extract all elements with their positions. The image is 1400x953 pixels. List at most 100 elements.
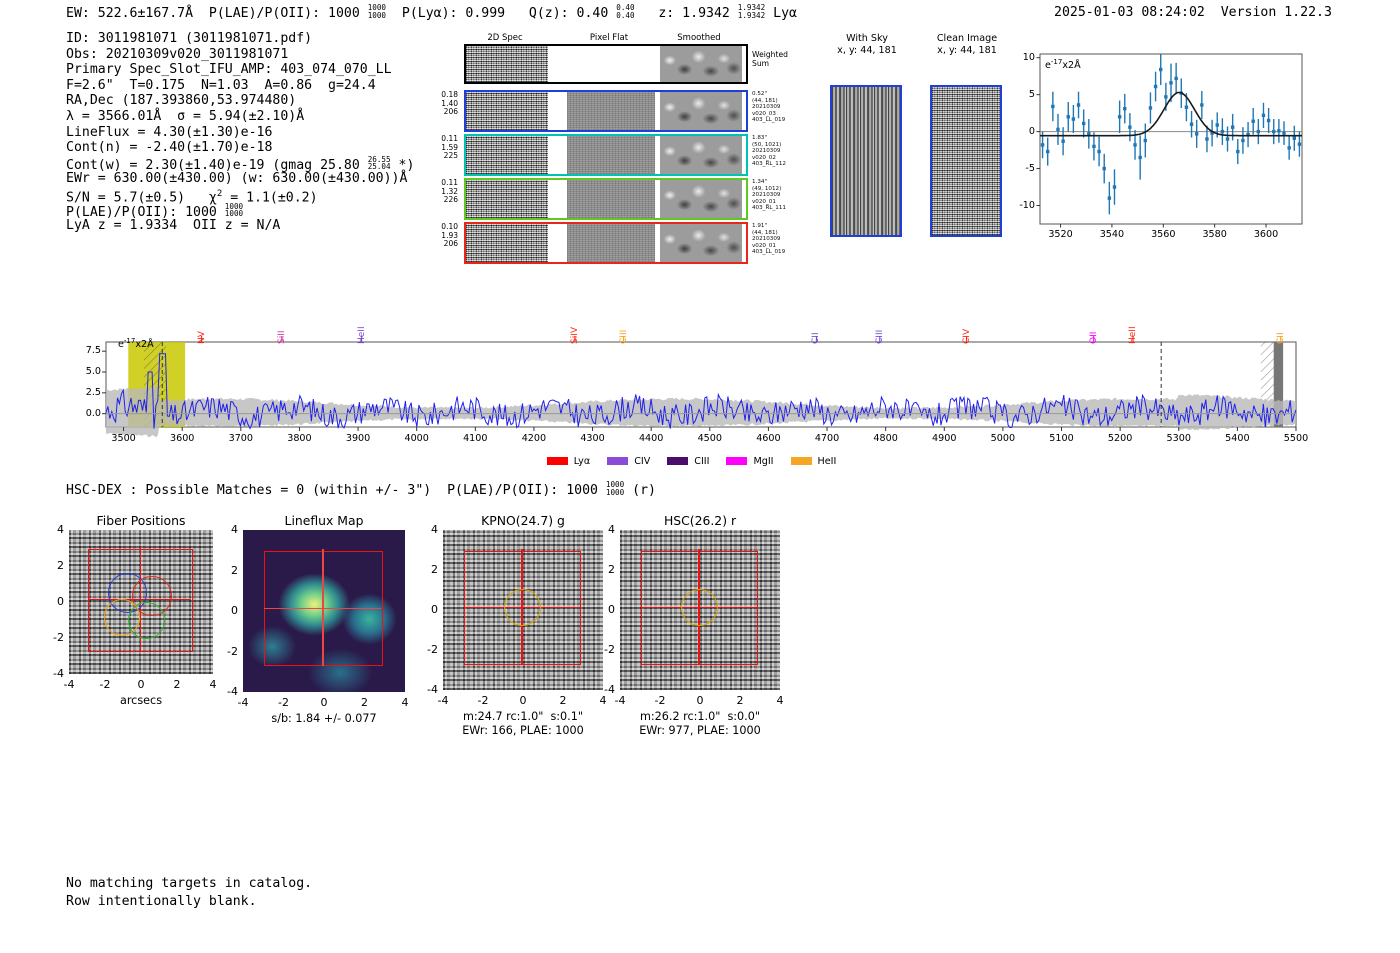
emission-line-label: OII [1088,331,1099,344]
fiber-image-pixel-flat [567,180,655,218]
full-spectrum-ytick: 0.0 [85,407,101,419]
fiber-image-smoothed [660,180,742,218]
cutout-ytick: -4 [427,683,438,696]
data-point [1292,125,1296,151]
info-line: Obs: 20210309v020_3011981071 [66,46,289,62]
cutout-xtick: 2 [361,696,368,709]
cutout-xtick: 0 [519,694,527,707]
legend-label: HeII [817,455,837,467]
emission-line-label: CIII [874,329,885,344]
zoom-plot-xtick: 3580 [1202,229,1227,240]
data-point [1143,123,1148,158]
data-point [1087,119,1091,149]
summary-header: EW: 522.6±167.7Å P(LAE)/P(OII): 1000 100… [66,3,797,22]
emission-line-label: CII [811,332,822,344]
cutout-title: Fiber Positions [96,513,186,528]
info-line-sn: S/N = 5.7(±0.5) χ2 = 1.1(±0.2) [66,188,318,206]
cutout-ytick: 0 [57,595,64,608]
full-spectrum-xtick: 5400 [1225,433,1250,444]
cutout-xtick: -4 [237,696,249,709]
zoom-plot-svg [1036,53,1303,228]
cutout-caption: s/b: 1.84 +/- 0.077 [271,712,377,725]
fiber-row [464,134,748,176]
cutout-xtick: 4 [599,694,607,707]
fraction-annotation: 1000 1000 [605,480,625,497]
cutout-ytick: 2 [57,559,64,572]
weighted-sum-label: Weighted Sum [752,50,788,68]
legend-entry: CIII [667,456,709,467]
full-spectrum-xtick: 3700 [228,433,254,444]
sky-cutout-title: Clean Image x, y: 44, 181 [936,33,998,56]
cutout-xtick: -2 [654,694,666,707]
cutout-xtick: 2 [736,694,744,707]
full-spectrum-xtick: 4000 [404,433,429,444]
fiber-stats-left: 0.11 1.59 225 [441,134,458,161]
legend-label: CIII [694,455,710,467]
legend-swatch [546,457,568,465]
fiber-image-2d-spec [466,136,548,174]
data-point [1225,126,1230,152]
legend-swatch [790,457,812,465]
full-spectrum-xtick: 5100 [1049,433,1074,444]
full-spectrum-xtick: 4400 [638,433,664,444]
cutout-xtick: -2 [477,694,489,707]
fraction-annotation: 1000 1000 [224,201,244,219]
footer-note: No matching targets in catalog. Row inte… [66,876,313,909]
fiber-row [464,222,748,264]
zoom-plot-ytick: 5 [1028,88,1035,100]
emission-line-label: NV [196,331,207,344]
legend-swatch [667,457,689,465]
cutout-xtick: -4 [437,694,449,707]
full-spectrum-xtick: 3600 [169,433,195,444]
hsc-dex-summary: HSC-DEX : Possible Matches = 0 (within +… [66,480,656,499]
emission-line-label: HeII [1128,326,1139,344]
info-line: RA,Dec (187.393860,53.974480) [66,93,297,109]
cutout-ytick: -2 [53,631,64,644]
cutout-ytick: 4 [431,523,438,536]
cutout-caption: arcsecs [119,694,163,707]
data-point [1153,71,1158,102]
zoom-plot-ytick: -10 [1019,199,1035,211]
timestamp-version: 2025-01-03 08:24:02 Version 1.22.3 [1054,5,1332,20]
spec2d-column-title: Pixel Flat [589,33,629,43]
full-spectrum-xtick: 4800 [873,433,898,444]
fiber-image-pixel-flat [567,224,655,262]
data-point [1148,92,1153,124]
data-point [1287,136,1291,160]
full-spectrum-xtick: 3900 [345,433,371,444]
legend-entry: CIV [607,456,650,467]
zoom-plot-xtick: 3600 [1253,229,1279,240]
legend-label: CIV [634,455,651,467]
data-point [1123,93,1127,124]
cutout-title: HSC(26.2) r [663,513,737,528]
spectrum-legend: Lyα CIV CIII MgII HeII [0,450,1400,469]
data-point [1246,122,1250,148]
legend-entry: MgII [726,456,774,467]
data-point [1128,113,1132,142]
cutout-xtick: 4 [776,694,784,707]
emission-line-label: CIII [618,329,629,344]
fiber-image-2d-spec [466,224,548,262]
cutout-xtick: 4 [401,696,409,709]
zoom-plot-ytick: 10 [1022,51,1035,63]
cutout-title: KPNO(24.7) g [481,513,565,528]
info-line: Cont(n) = -2.40(±1.70)e-18 [66,140,273,156]
with-sky-image [830,85,902,237]
fiber-meta-right: 0.52" (44, 181) 20210309 v020_03 403_LL_… [752,91,786,124]
spec2d-column-title: 2D Spec [487,33,523,43]
data-point [1261,102,1266,128]
data-point [1174,62,1178,94]
emission-line-label: SiIV [569,326,580,344]
data-point [1272,119,1276,145]
cutout-caption: m:26.2 rc:1.0" s:0.0" EWr: 977, PLAE: 10… [639,710,761,737]
data-point [1071,105,1076,134]
data-point [1169,63,1173,103]
zoom-plot-ytick: -5 [1025,162,1035,174]
fiber-image-2d-spec [466,92,548,130]
fiber-image-smoothed [660,136,742,174]
data-point [1076,91,1081,119]
cutout-ytick: -2 [604,643,615,656]
legend-entry: HeII [790,455,837,467]
cutout-ytick: 4 [57,523,64,536]
data-point [1051,91,1055,122]
